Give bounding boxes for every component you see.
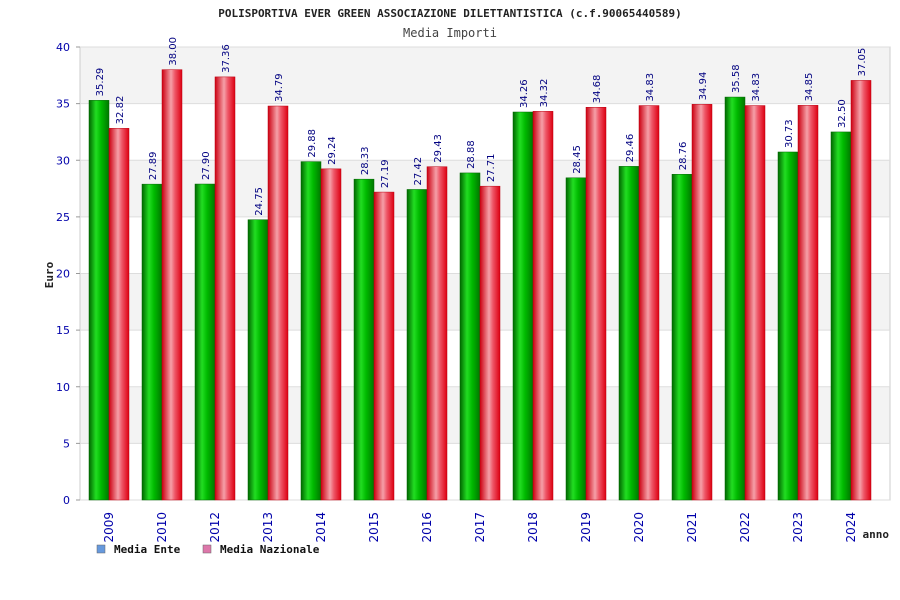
legend-label-media-ente: Media Ente xyxy=(114,543,181,556)
bar-media-ente-2020 xyxy=(618,166,640,501)
value-label: 34.68 xyxy=(592,75,603,104)
bar-media-ente-2018 xyxy=(512,111,534,501)
value-label: 34.83 xyxy=(645,73,656,102)
bar-media-nazionale-2014 xyxy=(320,168,342,501)
x-tick-label: 2024 xyxy=(844,512,858,543)
value-label: 32.50 xyxy=(837,99,848,128)
bar-media-nazionale-2015 xyxy=(373,191,395,501)
x-tick-label: 2018 xyxy=(526,512,540,543)
y-tick-label: 10 xyxy=(56,381,70,394)
value-label: 27.90 xyxy=(201,151,212,180)
value-label: 28.33 xyxy=(360,147,371,176)
bar-media-nazionale-2017 xyxy=(479,185,501,501)
bar-media-ente-2024 xyxy=(830,131,852,501)
x-tick-label: 2015 xyxy=(367,512,381,543)
bar-media-ente-2009 xyxy=(88,100,110,501)
y-tick-label: 25 xyxy=(56,211,70,224)
value-label: 35.58 xyxy=(731,64,742,93)
bar-media-ente-2019 xyxy=(565,177,587,501)
x-tick-label: 2020 xyxy=(632,512,646,543)
bar-media-ente-2016 xyxy=(406,189,428,501)
value-label: 30.73 xyxy=(784,119,795,148)
value-labels: 35.29 32.82 27.89 38.00 27.90 37.36 24.75 34.79… xyxy=(95,37,868,216)
value-label: 34.79 xyxy=(274,73,285,102)
bar-media-nazionale-2016 xyxy=(426,166,448,501)
value-label: 34.85 xyxy=(804,73,815,102)
value-label: 34.32 xyxy=(539,79,550,108)
legend-swatch-media-nazionale xyxy=(202,544,212,554)
grid-band xyxy=(80,47,890,104)
value-label: 28.45 xyxy=(572,145,583,174)
bar-media-ente-2017 xyxy=(459,172,481,501)
x-tick-label: 2022 xyxy=(738,512,752,543)
value-label: 27.19 xyxy=(380,159,391,188)
x-axis-label: anno xyxy=(863,528,890,541)
x-tick-label: 2017 xyxy=(473,512,487,543)
y-tick-label: 5 xyxy=(63,437,70,450)
value-label: 34.94 xyxy=(698,72,709,101)
y-tick-label: 40 xyxy=(56,41,70,54)
x-tick-label: 2023 xyxy=(791,512,805,543)
legend: Media Ente Media Nazionale xyxy=(96,543,320,556)
y-axis-label: Euro xyxy=(43,261,56,288)
x-tick-label: 2021 xyxy=(685,512,699,543)
bar-media-nazionale-2009 xyxy=(108,128,130,501)
y-tick-label: 15 xyxy=(56,324,70,337)
value-label: 37.05 xyxy=(857,48,868,77)
y-tick-label: 35 xyxy=(56,98,70,111)
value-label: 27.42 xyxy=(413,157,424,186)
x-tick-label: 2013 xyxy=(261,512,275,543)
value-label: 28.88 xyxy=(466,140,477,169)
bar-media-ente-2010 xyxy=(141,183,163,501)
y-tick-label: 0 xyxy=(63,494,70,507)
bar-media-nazionale-2023 xyxy=(797,105,819,501)
bar-media-ente-2021 xyxy=(671,174,693,501)
chart-subtitle: Media Importi xyxy=(403,26,497,40)
value-label: 29.88 xyxy=(307,129,318,158)
bar-media-ente-2015 xyxy=(353,178,375,501)
bar-media-nazionale-2013 xyxy=(267,105,289,501)
y-tick-label: 30 xyxy=(56,154,70,167)
chart-title: POLISPORTIVA EVER GREEN ASSOCIAZIONE DIL… xyxy=(218,7,682,20)
bar-media-ente-2022 xyxy=(724,96,746,501)
value-label: 27.89 xyxy=(148,152,159,181)
value-label: 24.75 xyxy=(254,187,265,216)
x-tick-label: 2012 xyxy=(208,512,222,543)
bar-media-ente-2012 xyxy=(194,183,216,501)
bar-media-nazionale-2020 xyxy=(638,105,660,501)
x-axis-ticks: 2009 2010 2012 2013 2014 2015 2016 2017 2018 2019… xyxy=(102,512,858,543)
bar-media-nazionale-2019 xyxy=(585,106,607,501)
bar-media-nazionale-2024 xyxy=(850,80,872,501)
bars xyxy=(88,69,872,501)
y-tick-label: 20 xyxy=(56,268,70,281)
bar-media-nazionale-2012 xyxy=(214,76,236,501)
bar-media-ente-2014 xyxy=(300,161,322,501)
x-tick-label: 2014 xyxy=(314,512,328,543)
x-tick-label: 2010 xyxy=(155,512,169,543)
value-label: 35.29 xyxy=(95,68,106,97)
x-tick-label: 2009 xyxy=(102,512,116,543)
bar-media-nazionale-2021 xyxy=(691,104,713,501)
value-label: 29.46 xyxy=(625,134,636,163)
value-label: 34.83 xyxy=(751,73,762,102)
bar-media-nazionale-2022 xyxy=(744,105,766,501)
bar-media-nazionale-2018 xyxy=(532,111,554,501)
value-label: 29.24 xyxy=(327,136,338,165)
value-label: 37.36 xyxy=(221,44,232,73)
legend-swatch-media-ente xyxy=(96,544,106,554)
value-label: 34.26 xyxy=(519,79,530,108)
bar-media-ente-2013 xyxy=(247,219,269,501)
x-tick-label: 2019 xyxy=(579,512,593,543)
legend-label-media-nazionale: Media Nazionale xyxy=(220,543,320,556)
x-tick-label: 2016 xyxy=(420,512,434,543)
value-label: 27.71 xyxy=(486,154,497,183)
value-label: 29.43 xyxy=(433,134,444,163)
bar-media-nazionale-2010 xyxy=(161,69,183,501)
value-label: 32.82 xyxy=(115,96,126,125)
value-label: 38.00 xyxy=(168,37,179,66)
y-axis-ticks: 0 5 10 15 20 25 30 35 40 xyxy=(56,41,80,507)
bar-media-ente-2023 xyxy=(777,151,799,501)
value-label: 28.76 xyxy=(678,142,689,171)
